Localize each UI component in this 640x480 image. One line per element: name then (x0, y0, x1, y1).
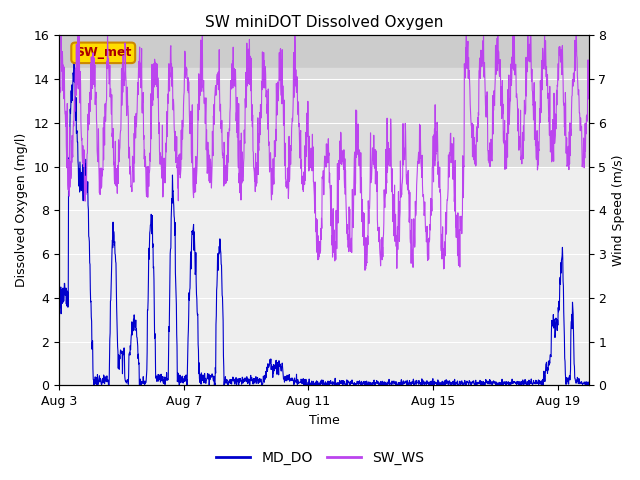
X-axis label: Time: Time (308, 414, 339, 427)
Legend: MD_DO, SW_WS: MD_DO, SW_WS (210, 445, 430, 471)
Title: SW miniDOT Dissolved Oxygen: SW miniDOT Dissolved Oxygen (205, 15, 443, 30)
Y-axis label: Wind Speed (m/s): Wind Speed (m/s) (612, 155, 625, 266)
Bar (59, 36, 589, 68)
Bar (59, 68, 589, 167)
Y-axis label: Dissolved Oxygen (mg/l): Dissolved Oxygen (mg/l) (15, 133, 28, 288)
Text: SW_met: SW_met (75, 47, 131, 60)
